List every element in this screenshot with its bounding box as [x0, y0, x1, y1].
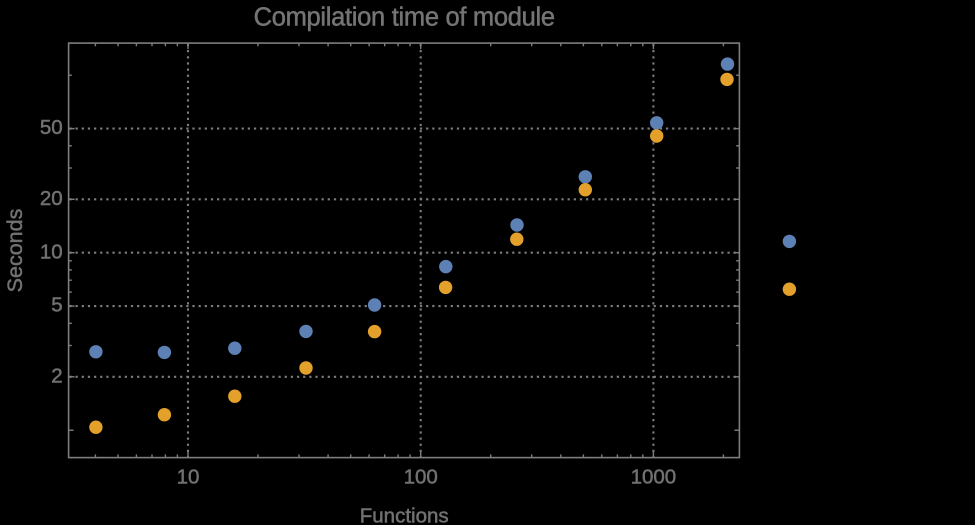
svg-text:20: 20 — [40, 187, 63, 210]
svg-text:5: 5 — [51, 294, 62, 317]
svg-text:2: 2 — [51, 364, 62, 387]
svg-text:100: 100 — [404, 466, 438, 489]
svg-text:50: 50 — [40, 116, 63, 139]
svg-text:10: 10 — [177, 466, 200, 489]
svg-text:Seconds: Seconds — [3, 209, 27, 293]
svg-text:Compilation time of module: Compilation time of module — [254, 3, 555, 31]
svg-text:Functions: Functions — [360, 504, 449, 525]
svg-text:10: 10 — [40, 240, 63, 263]
svg-text:1000: 1000 — [631, 466, 677, 489]
